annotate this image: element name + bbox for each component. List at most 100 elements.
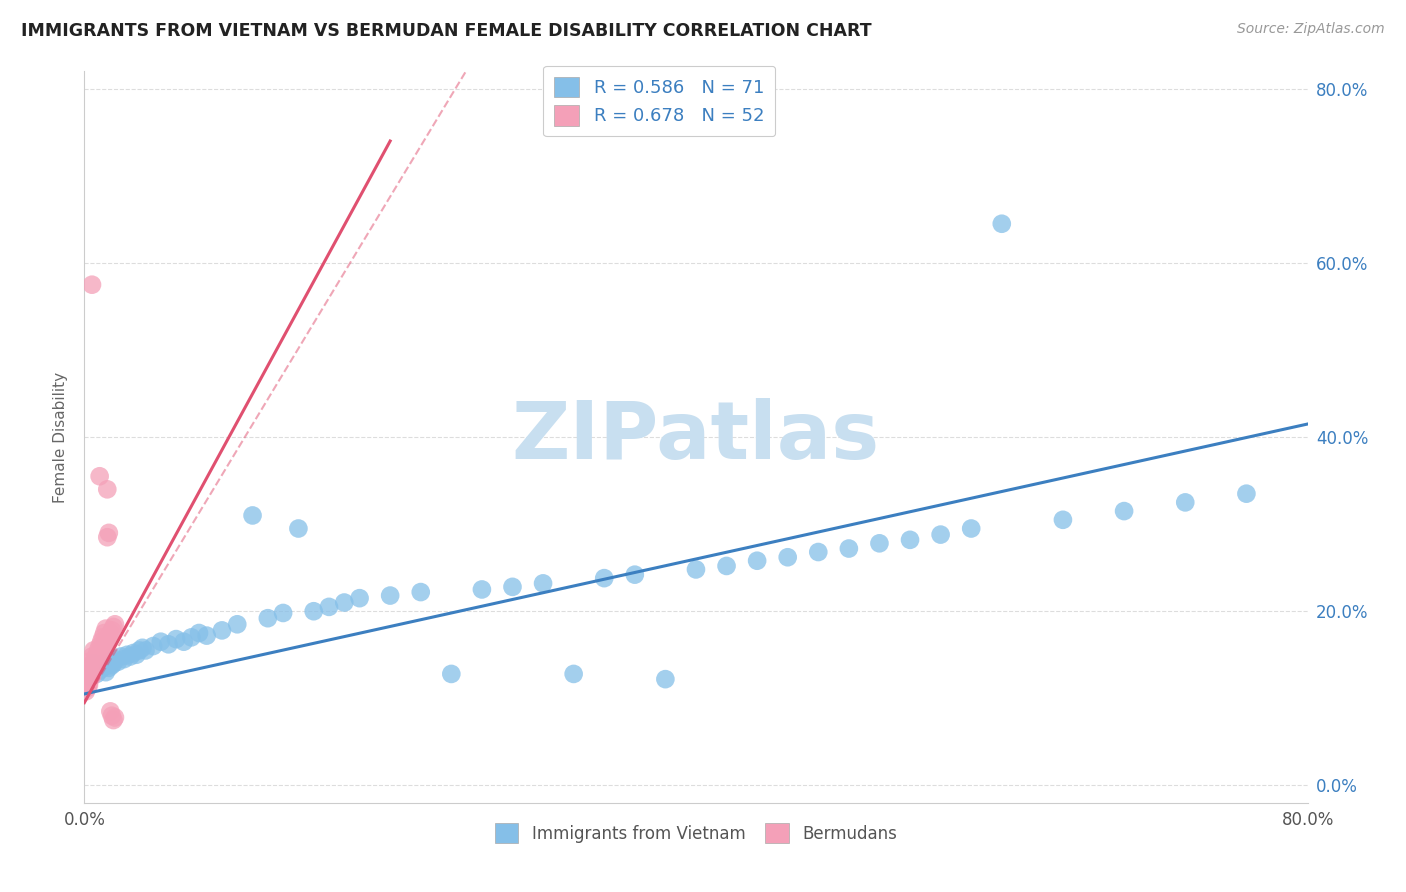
Point bbox=[96, 632, 118, 646]
Point bbox=[110, 649, 132, 664]
Point bbox=[89, 639, 111, 653]
Point bbox=[87, 649, 110, 664]
Point bbox=[76, 681, 98, 695]
Point bbox=[90, 634, 112, 648]
Point bbox=[1114, 504, 1136, 518]
Point bbox=[86, 652, 108, 666]
Point bbox=[101, 624, 124, 638]
Point bbox=[89, 469, 111, 483]
Point bbox=[1236, 486, 1258, 500]
Point bbox=[929, 527, 952, 541]
Point bbox=[101, 658, 124, 673]
Point bbox=[77, 675, 100, 690]
Point bbox=[125, 648, 148, 662]
Point bbox=[94, 665, 117, 680]
Point bbox=[302, 604, 325, 618]
Text: ZIPatlas: ZIPatlas bbox=[512, 398, 880, 476]
Point bbox=[80, 649, 103, 664]
Point bbox=[91, 631, 114, 645]
Point bbox=[142, 639, 165, 653]
Point bbox=[838, 541, 860, 556]
Point bbox=[76, 669, 98, 683]
Point bbox=[84, 665, 107, 680]
Point bbox=[257, 611, 280, 625]
Point bbox=[98, 705, 121, 719]
Point bbox=[91, 661, 114, 675]
Point bbox=[107, 655, 129, 669]
Point bbox=[80, 669, 103, 683]
Point bbox=[79, 664, 101, 678]
Point bbox=[79, 658, 101, 673]
Point bbox=[91, 640, 114, 655]
Point bbox=[115, 648, 138, 662]
Point bbox=[77, 678, 100, 692]
Point bbox=[104, 710, 127, 724]
Point bbox=[991, 217, 1014, 231]
Point bbox=[271, 606, 294, 620]
Point bbox=[349, 591, 371, 606]
Point bbox=[131, 640, 153, 655]
Point bbox=[716, 558, 738, 573]
Point bbox=[654, 672, 676, 686]
Point bbox=[149, 634, 172, 648]
Point bbox=[77, 655, 100, 669]
Point bbox=[97, 629, 120, 643]
Text: IMMIGRANTS FROM VIETNAM VS BERMUDAN FEMALE DISABILITY CORRELATION CHART: IMMIGRANTS FROM VIETNAM VS BERMUDAN FEMA… bbox=[21, 22, 872, 40]
Point bbox=[87, 661, 110, 675]
Point bbox=[135, 643, 157, 657]
Point bbox=[195, 629, 218, 643]
Legend: Immigrants from Vietnam, Bermudans: Immigrants from Vietnam, Bermudans bbox=[488, 817, 904, 849]
Point bbox=[333, 595, 356, 609]
Point bbox=[807, 545, 830, 559]
Point bbox=[98, 655, 121, 669]
Point bbox=[84, 657, 107, 671]
Point bbox=[79, 665, 101, 680]
Point bbox=[165, 632, 187, 646]
Point bbox=[440, 667, 463, 681]
Point bbox=[86, 648, 108, 662]
Point bbox=[84, 652, 107, 666]
Point bbox=[122, 646, 145, 660]
Point bbox=[747, 554, 769, 568]
Point bbox=[211, 624, 233, 638]
Point bbox=[89, 646, 111, 660]
Point bbox=[80, 661, 103, 675]
Point bbox=[87, 643, 110, 657]
Point bbox=[75, 665, 97, 680]
Point bbox=[79, 669, 101, 683]
Point bbox=[101, 708, 124, 723]
Point bbox=[380, 589, 402, 603]
Point bbox=[94, 634, 117, 648]
Point bbox=[173, 634, 195, 648]
Point bbox=[93, 637, 115, 651]
Y-axis label: Female Disability: Female Disability bbox=[53, 371, 69, 503]
Point bbox=[75, 684, 97, 698]
Point bbox=[898, 533, 921, 547]
Point bbox=[157, 637, 180, 651]
Point bbox=[226, 617, 249, 632]
Point bbox=[180, 631, 202, 645]
Point bbox=[869, 536, 891, 550]
Point bbox=[502, 580, 524, 594]
Point bbox=[80, 277, 103, 292]
Point bbox=[76, 665, 98, 680]
Point bbox=[242, 508, 264, 523]
Point bbox=[287, 521, 309, 535]
Point bbox=[83, 658, 105, 673]
Point bbox=[96, 530, 118, 544]
Point bbox=[96, 483, 118, 497]
Point bbox=[93, 626, 115, 640]
Point bbox=[90, 658, 112, 673]
Point bbox=[90, 643, 112, 657]
Point bbox=[86, 667, 108, 681]
Point bbox=[685, 562, 707, 576]
Point bbox=[75, 681, 97, 695]
Point bbox=[75, 673, 97, 688]
Point bbox=[104, 652, 127, 666]
Point bbox=[776, 550, 799, 565]
Point bbox=[94, 622, 117, 636]
Point bbox=[103, 657, 125, 671]
Point bbox=[83, 657, 105, 671]
Point bbox=[471, 582, 494, 597]
Point bbox=[120, 649, 142, 664]
